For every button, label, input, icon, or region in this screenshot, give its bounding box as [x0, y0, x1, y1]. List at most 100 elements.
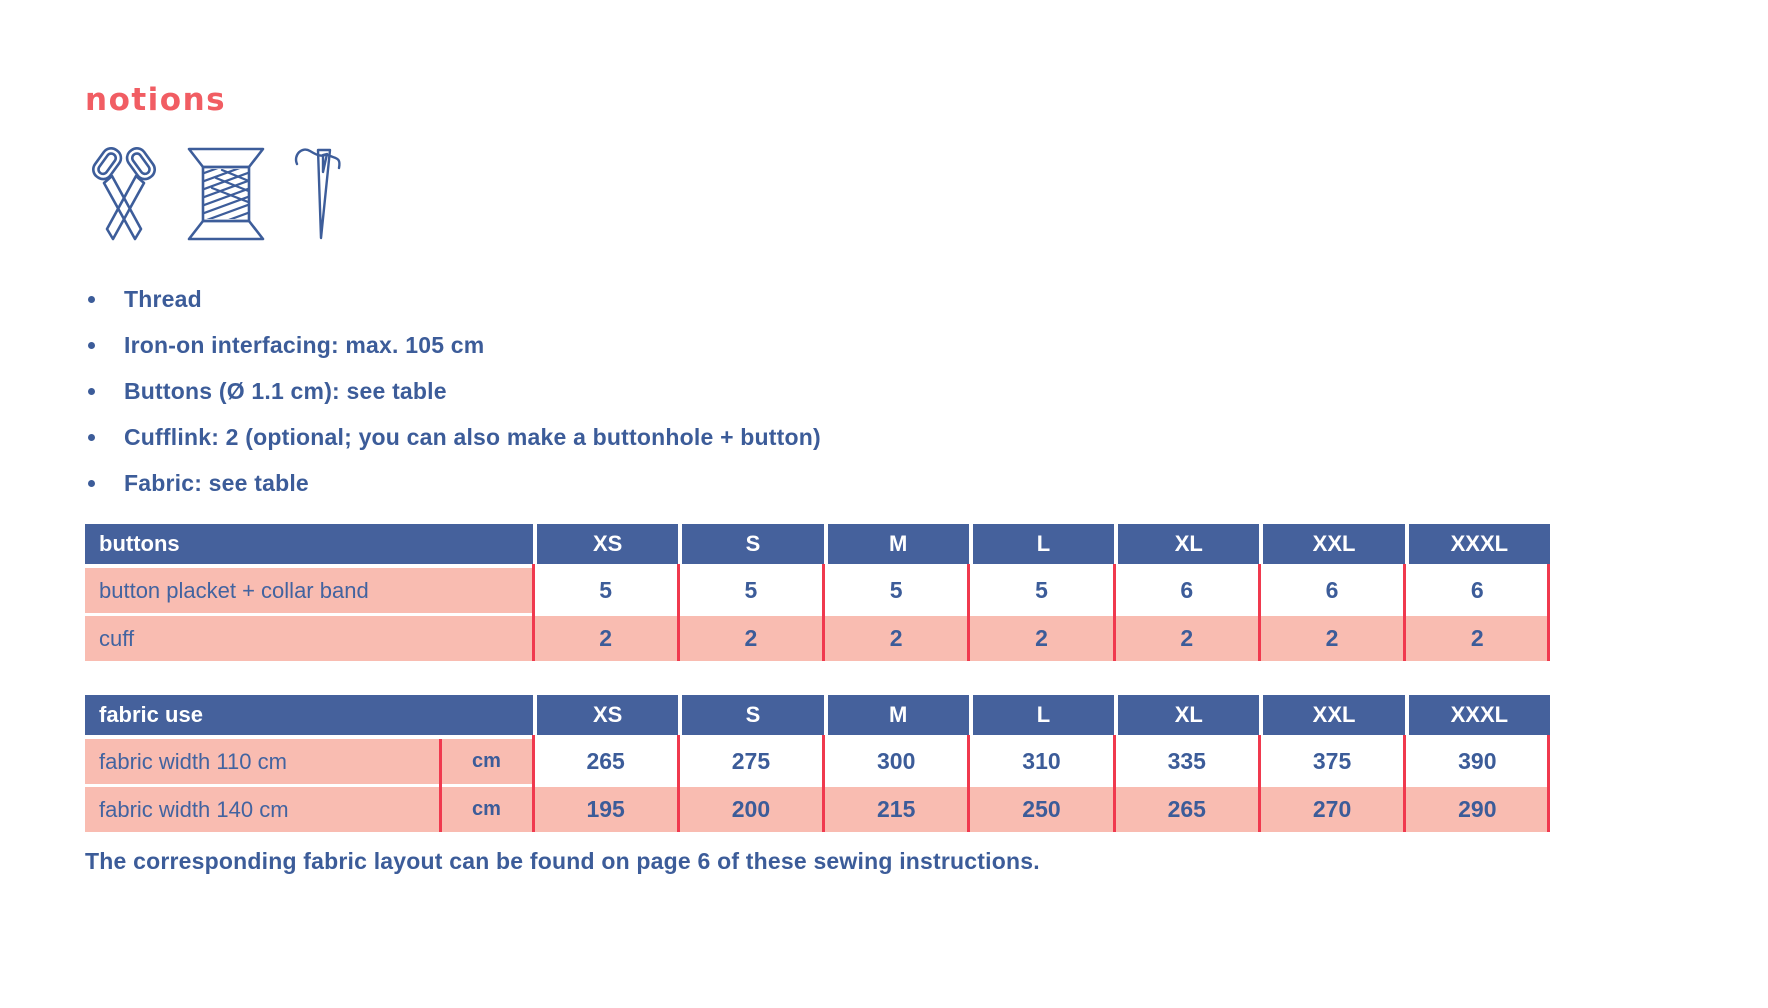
scissors-icon	[91, 147, 157, 241]
value-cell: 2	[1114, 616, 1260, 661]
table-row: cuff 2 2 2 2 2 2 2	[85, 616, 1550, 661]
value-cell: 6	[1404, 568, 1550, 613]
value-cell: 300	[823, 739, 969, 784]
bullet-icon	[88, 341, 95, 349]
column-separator	[822, 735, 826, 832]
column-separator	[1547, 564, 1550, 661]
size-column-header: S	[678, 695, 824, 735]
fabric-use-table: fabric use XS S M L XL XXL XXXL fabric width 110…	[85, 695, 1550, 832]
notions-item-text: Fabric: see table	[124, 469, 309, 496]
page-title: notions	[85, 82, 227, 118]
value-cell: 290	[1404, 787, 1550, 832]
value-cell: 375	[1259, 739, 1405, 784]
size-column-header: L	[968, 695, 1115, 735]
table-row: button placket + collar band 5 5 5 5 6 6 6	[85, 568, 1550, 613]
notions-icons-row	[88, 142, 1768, 244]
size-column-header: XXL	[1259, 695, 1405, 735]
value-cell: 335	[1114, 739, 1260, 784]
notions-item-text: Buttons (Ø 1.1 cm): see table	[124, 377, 447, 404]
notions-item-text: Iron-on interfacing: max. 105 cm	[124, 331, 485, 358]
value-cell: 2	[1259, 616, 1405, 661]
column-separator	[1257, 564, 1261, 661]
notions-list-item: Iron-on interfacing: max. 105 cm	[85, 322, 1768, 368]
bullet-icon	[88, 295, 95, 303]
value-cell: 390	[1404, 739, 1550, 784]
thread-spool-icon	[187, 147, 265, 241]
column-separator	[1112, 564, 1116, 661]
value-cell: 250	[968, 787, 1115, 832]
value-cell: 265	[1114, 787, 1260, 832]
row-label-cell: fabric width 110 cm	[85, 739, 440, 784]
row-label-cell: cuff	[85, 616, 533, 661]
value-cell: 5	[678, 568, 824, 613]
column-separator	[1257, 735, 1261, 832]
buttons-table: buttons XS S M L XL XXL XXXL button placket + co…	[85, 524, 1550, 661]
notions-list-item: Thread	[85, 276, 1768, 322]
needle-icon	[294, 148, 341, 240]
value-cell: 310	[968, 739, 1115, 784]
value-cell: 6	[1259, 568, 1405, 613]
notions-item-text: Cufflink: 2 (optional; you can also make…	[124, 423, 821, 450]
value-cell: 215	[823, 787, 969, 832]
value-cell: 5	[533, 568, 679, 613]
notions-list-item: Cufflink: 2 (optional; you can also make…	[85, 414, 1768, 460]
column-separator	[967, 735, 971, 832]
size-column-header: XXXL	[1404, 695, 1550, 735]
bullet-icon	[88, 479, 95, 487]
notions-list-item: Buttons (Ø 1.1 cm): see table	[85, 368, 1768, 414]
value-cell: 195	[533, 787, 679, 832]
column-separator	[1547, 735, 1550, 832]
size-column-header: XS	[533, 695, 679, 735]
value-cell: 275	[678, 739, 824, 784]
notions-list-item: Fabric: see table	[85, 460, 1768, 506]
value-cell: 2	[968, 616, 1115, 661]
size-column-header: XS	[533, 524, 679, 564]
footer-note: The corresponding fabric layout can be f…	[85, 848, 1040, 874]
value-cell: 265	[533, 739, 679, 784]
column-separator	[822, 564, 826, 661]
notions-item-text: Thread	[124, 285, 202, 312]
table-header-row: fabric use XS S M L XL XXL XXXL	[85, 695, 1550, 735]
column-separator	[1403, 564, 1407, 661]
value-cell: 2	[533, 616, 679, 661]
value-cell: 200	[678, 787, 824, 832]
size-column-header: XL	[1114, 524, 1260, 564]
size-column-header: XXXL	[1404, 524, 1550, 564]
size-column-header: XL	[1114, 695, 1260, 735]
table-body: button placket + collar band 5 5 5 5 6 6 6 cuff 2…	[85, 564, 1550, 661]
size-column-header: M	[823, 524, 969, 564]
column-separator	[531, 564, 535, 661]
value-cell: 5	[823, 568, 969, 613]
row-label-cell: button placket + collar band	[85, 568, 533, 613]
column-separator	[438, 739, 442, 832]
size-column-header: M	[823, 695, 969, 735]
value-cell: 2	[678, 616, 824, 661]
table-row: fabric width 140 cm cm 195 200 215 250 265 270 2…	[85, 787, 1550, 832]
value-cell: 270	[1259, 787, 1405, 832]
unit-cell: cm	[440, 787, 533, 832]
table-title-cell: fabric use	[85, 695, 533, 735]
column-separator	[676, 564, 680, 661]
column-separator	[967, 564, 971, 661]
bullet-icon	[88, 433, 95, 441]
size-column-header: XXL	[1259, 524, 1405, 564]
size-column-header: L	[968, 524, 1115, 564]
column-separator	[531, 735, 535, 832]
notions-list: Thread Iron-on interfacing: max. 105 cm Bu…	[85, 276, 1768, 506]
column-separator	[1403, 735, 1407, 832]
table-row: fabric width 110 cm cm 265 275 300 310 335 375 3…	[85, 739, 1550, 784]
size-column-header: S	[678, 524, 824, 564]
bullet-icon	[88, 387, 95, 395]
column-separator	[1112, 735, 1116, 832]
column-separator	[676, 735, 680, 832]
table-header-row: buttons XS S M L XL XXL XXXL	[85, 524, 1550, 564]
value-cell: 6	[1114, 568, 1260, 613]
value-cell: 5	[968, 568, 1115, 613]
value-cell: 2	[823, 616, 969, 661]
table-body: fabric width 110 cm cm 265 275 300 310 335 375 3…	[85, 735, 1550, 832]
unit-cell: cm	[440, 739, 533, 784]
value-cell: 2	[1404, 616, 1550, 661]
table-title-cell: buttons	[85, 524, 533, 564]
row-label-cell: fabric width 140 cm	[85, 787, 440, 832]
